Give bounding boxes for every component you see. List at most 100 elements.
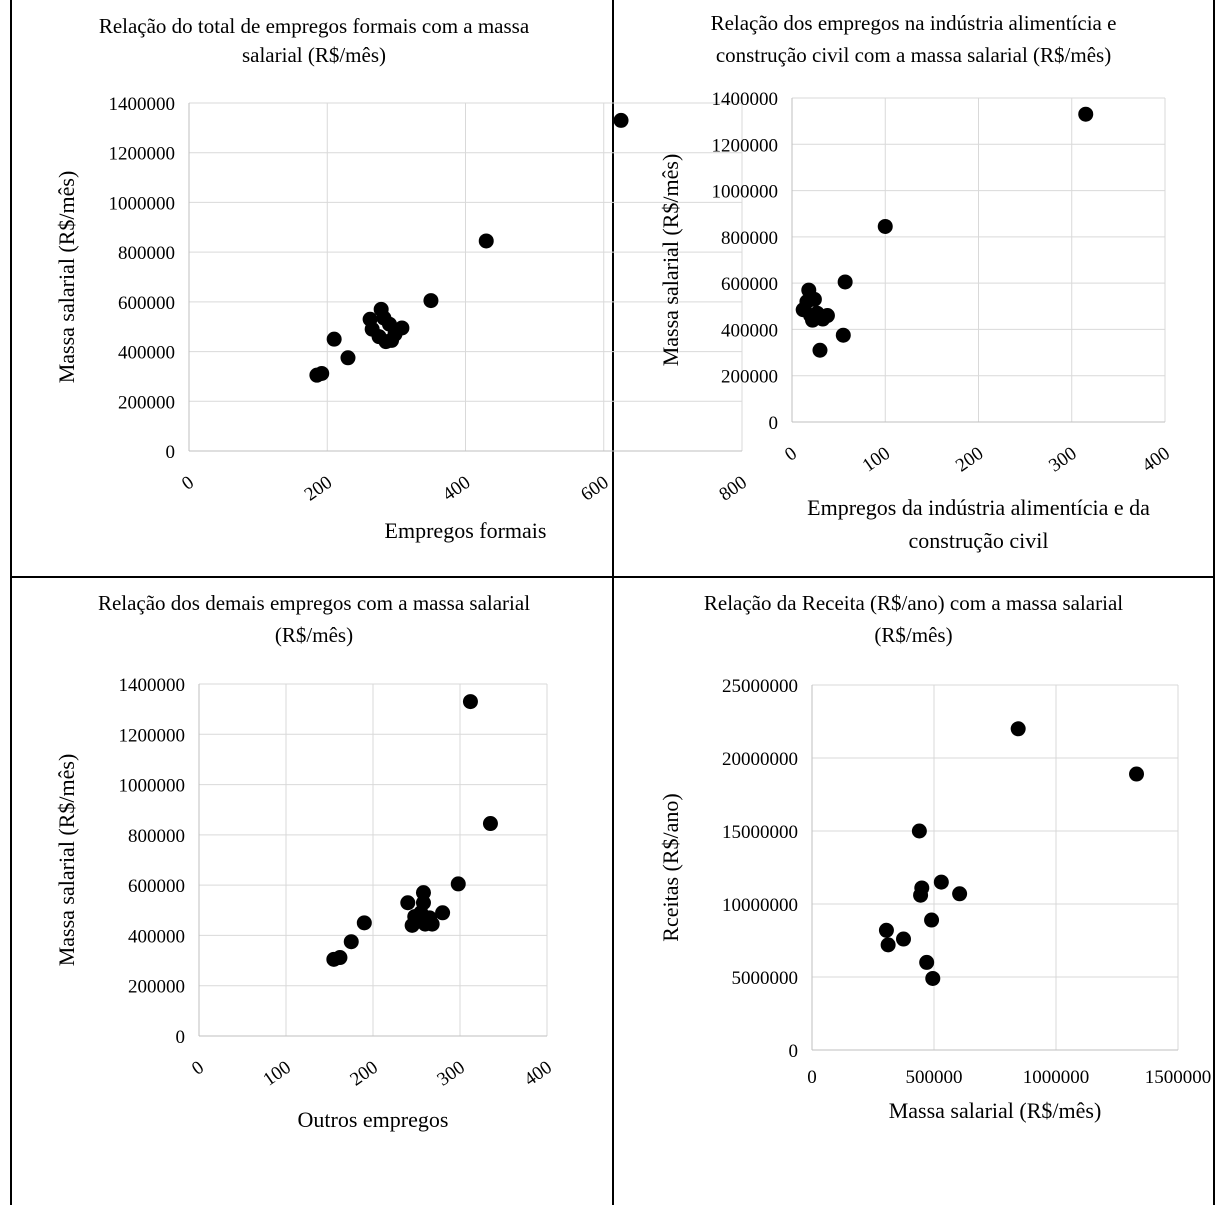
x-tick-label: 100 — [859, 443, 894, 477]
y-tick-label: 5000000 — [732, 968, 799, 989]
data-point — [896, 931, 911, 947]
x-axis-title: construção civil — [909, 528, 1049, 553]
chart-title-line: (R$/mês) — [874, 623, 952, 647]
data-point — [933, 874, 949, 890]
y-tick-label: 1400000 — [712, 89, 779, 110]
x-tick-label: 0 — [178, 472, 198, 495]
scatter-total-empregos: Relação do total de empregos formais com… — [54, 14, 751, 543]
x-tick-label: 400 — [520, 1057, 555, 1091]
data-point — [462, 694, 478, 710]
y-tick-label: 400000 — [721, 320, 778, 341]
y-tick-label: 20000000 — [722, 749, 798, 770]
y-tick-label: 400000 — [118, 343, 175, 364]
y-tick-label: 800000 — [721, 228, 778, 249]
scatter-industria-construcao: Relação dos empregos na indústria alimen… — [658, 11, 1174, 553]
y-tick-label: 0 — [176, 1027, 186, 1048]
y-tick-label: 600000 — [721, 274, 778, 295]
data-point — [415, 895, 431, 911]
chart-panel-total-empregos: Relação do total de empregos formais com… — [10, 0, 751, 578]
x-tick-label: 600 — [577, 472, 612, 506]
data-point — [952, 886, 968, 902]
y-tick-label: 0 — [769, 413, 779, 434]
y-tick-label: 25000000 — [722, 676, 798, 697]
data-point — [925, 970, 941, 986]
x-tick-label: 300 — [433, 1057, 468, 1091]
data-point — [1129, 766, 1145, 782]
x-tick-label: 200 — [346, 1057, 381, 1091]
data-point — [819, 308, 835, 324]
chart-panel-receita: Relação da Receita (R$/ano) com a massa … — [612, 578, 1215, 1205]
y-tick-label: 1000000 — [109, 193, 176, 214]
x-tick-label: 400 — [1138, 443, 1173, 477]
data-point — [878, 922, 894, 938]
y-tick-label: 400000 — [128, 926, 185, 947]
x-tick-label: 0 — [807, 1067, 817, 1088]
data-point — [343, 934, 359, 950]
y-axis-title: Rceitas (R$/ano) — [658, 793, 683, 941]
x-axis-title: Empregos da indústria alimentícia e da — [807, 495, 1150, 520]
data-point — [314, 365, 330, 381]
data-point — [613, 112, 629, 128]
y-tick-label: 600000 — [128, 876, 185, 897]
data-point — [835, 327, 851, 343]
x-axis-title: Massa salarial (R$/mês) — [889, 1098, 1102, 1123]
y-tick-label: 200000 — [721, 367, 778, 388]
x-tick-label: 1500000 — [1145, 1067, 1212, 1088]
x-tick-label: 300 — [1045, 443, 1080, 477]
y-tick-label: 15000000 — [722, 822, 798, 843]
y-tick-label: 0 — [166, 442, 176, 463]
data-point — [424, 916, 440, 932]
y-tick-label: 200000 — [128, 977, 185, 998]
x-tick-label: 100 — [259, 1057, 294, 1091]
x-tick-label: 400 — [439, 472, 474, 506]
chart-title-line: Relação dos empregos na indústria alimen… — [711, 11, 1117, 35]
data-point — [911, 823, 927, 839]
x-tick-label: 500000 — [906, 1067, 963, 1088]
data-point — [837, 274, 853, 290]
x-tick-label: 1000000 — [1023, 1067, 1090, 1088]
data-point — [326, 331, 342, 347]
chart-title-line: construção civil com a massa salarial (R… — [716, 43, 1111, 67]
chart-title-line: Relação do total de empregos formais com… — [99, 14, 530, 38]
data-point — [1010, 721, 1026, 737]
y-tick-label: 1000000 — [119, 776, 186, 797]
y-tick-label: 1400000 — [109, 94, 176, 115]
x-tick-label: 0 — [781, 443, 801, 466]
y-axis-title: Massa salarial (R$/mês) — [54, 171, 79, 384]
x-tick-label: 0 — [188, 1057, 208, 1080]
y-tick-label: 0 — [789, 1041, 799, 1062]
data-point — [1078, 106, 1094, 122]
data-point — [924, 912, 940, 928]
y-tick-label: 10000000 — [722, 895, 798, 916]
data-point — [919, 954, 935, 970]
chart-panel-outros-empregos: Relação dos demais empregos com a massa … — [10, 578, 614, 1205]
y-tick-label: 1200000 — [712, 135, 779, 156]
x-axis-title: Empregos formais — [385, 518, 547, 543]
y-tick-label: 1200000 — [109, 144, 176, 165]
y-tick-label: 200000 — [118, 392, 175, 413]
x-tick-label: 200 — [952, 443, 987, 477]
y-tick-label: 600000 — [118, 293, 175, 314]
data-point — [356, 915, 372, 931]
chart-title-line: (R$/mês) — [275, 623, 353, 647]
data-point — [394, 320, 410, 336]
chart-title-line: Relação dos demais empregos com a massa … — [98, 591, 530, 615]
y-tick-label: 800000 — [118, 243, 175, 264]
y-tick-label: 1200000 — [119, 725, 186, 746]
scatter-outros-empregos: Relação dos demais empregos com a massa … — [54, 591, 556, 1132]
y-tick-label: 1000000 — [712, 182, 779, 203]
data-point — [880, 937, 896, 953]
data-point — [332, 950, 348, 966]
x-axis-title: Outros empregos — [298, 1107, 449, 1132]
data-point — [340, 350, 356, 366]
data-point — [450, 876, 466, 892]
y-axis-title: Massa salarial (R$/mês) — [658, 154, 683, 367]
data-point — [400, 895, 416, 911]
x-tick-label: 200 — [301, 472, 336, 506]
data-point — [478, 233, 494, 249]
y-tick-label: 800000 — [128, 826, 185, 847]
chart-title-line: salarial (R$/mês) — [242, 43, 386, 67]
chart-title-line: Relação da Receita (R$/ano) com a massa … — [704, 591, 1123, 615]
data-point — [914, 880, 930, 896]
data-point — [482, 816, 498, 832]
